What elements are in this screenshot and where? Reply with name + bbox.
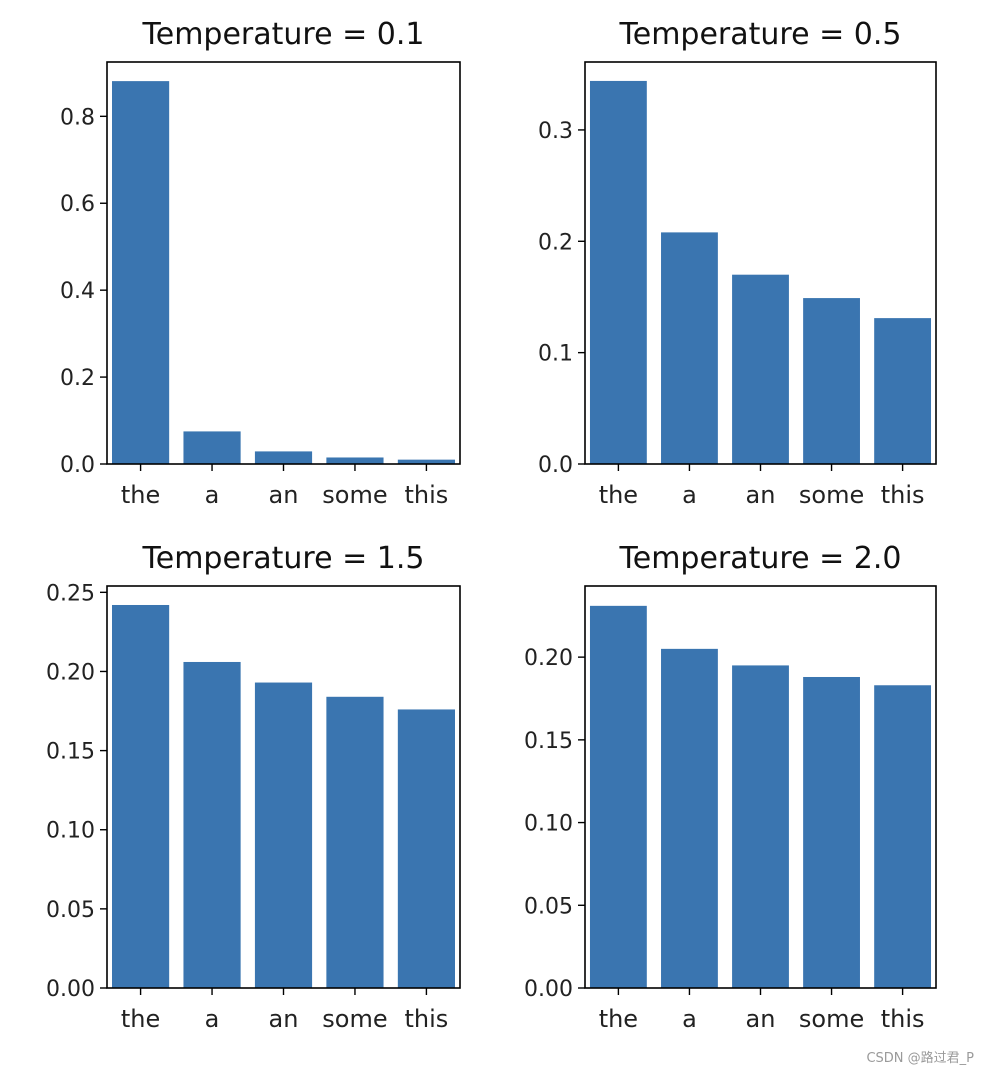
y-tick-label: 0.10 [524, 812, 573, 837]
x-tick-label-the: the [121, 1005, 160, 1033]
bar-the [589, 80, 647, 465]
watermark: CSDN @路过君_P [866, 1051, 974, 1066]
x-tick-label-this: this [405, 481, 449, 509]
y-tick-label: 0.00 [46, 977, 95, 1002]
bar-an [732, 274, 789, 464]
y-tick-label: 0.6 [60, 192, 95, 217]
x-tick-label-an: an [746, 481, 776, 509]
bar-some [326, 696, 384, 988]
x-tick-label-a: a [682, 1005, 697, 1033]
bar-the [112, 604, 170, 988]
x-tick-label-the: the [121, 481, 160, 509]
bar-this [874, 318, 932, 464]
bar-an [732, 665, 789, 988]
subplot-3: 0.00 0.05 0.10 0.15 0.20 0.25 the a an some this Te… [46, 541, 461, 1033]
subplot-1: 0.0 0.2 0.4 0.6 0.8 the a an some this Temperature… [60, 17, 461, 509]
y-tick-label: 0.1 [538, 342, 573, 367]
bar-some [803, 298, 860, 464]
y-tick-label: 0.00 [524, 977, 573, 1002]
subplot-4: 0.00 0.05 0.10 0.15 0.20 the a an some this Temper… [524, 541, 937, 1033]
subplot-title: Temperature = 2.0 [619, 541, 902, 576]
y-tick-label: 0.05 [524, 894, 573, 919]
bar-an [254, 451, 313, 464]
y-tick-label: 0.10 [46, 819, 95, 844]
x-tick-label-some: some [322, 1005, 387, 1033]
y-tick-label: 0.05 [46, 898, 95, 923]
y-tick-label: 0.2 [538, 230, 573, 255]
x-tick-label-the: the [599, 481, 638, 509]
x-tick-label-a: a [205, 1005, 220, 1033]
x-tick-label-an: an [746, 1005, 776, 1033]
bar-the [112, 81, 170, 465]
y-tick-label: 0.8 [60, 105, 95, 130]
bar-an [254, 682, 313, 988]
bar-this [874, 685, 932, 988]
bar-this [397, 709, 455, 988]
x-tick-label-a: a [682, 481, 697, 509]
bar-a [183, 431, 241, 464]
y-tick-label: 0.2 [60, 366, 95, 391]
x-tick-label-an: an [269, 481, 299, 509]
y-tick-label: 0.20 [46, 660, 95, 685]
y-tick-label: 0.15 [524, 729, 573, 754]
x-tick-label-this: this [881, 481, 925, 509]
bar-this [397, 459, 455, 464]
bar-a [661, 232, 718, 464]
y-tick-label: 0.0 [60, 453, 95, 478]
subplot-title: Temperature = 0.5 [619, 17, 902, 52]
y-tick-label: 0.25 [46, 581, 95, 606]
x-tick-label-this: this [405, 1005, 449, 1033]
bar-the [589, 605, 647, 988]
bar-some [326, 457, 384, 464]
y-tick-label: 0.20 [524, 646, 573, 671]
x-tick-label-some: some [322, 481, 387, 509]
y-tick-label: 0.3 [538, 119, 573, 144]
x-tick-label-the: the [599, 1005, 638, 1033]
y-tick-label: 0.15 [46, 740, 95, 765]
bar-some [803, 676, 860, 988]
y-tick-label: 0.4 [60, 279, 95, 304]
subplot-2: 0.0 0.1 0.2 0.3 the a an some this Temperature = … [538, 17, 937, 509]
subplot-title: Temperature = 1.5 [142, 541, 425, 576]
y-tick-label: 0.0 [538, 453, 573, 478]
bar-a [661, 648, 718, 988]
bar-a [183, 661, 241, 988]
x-tick-label-this: this [881, 1005, 925, 1033]
subplot-title: Temperature = 0.1 [142, 17, 425, 52]
x-tick-label-some: some [799, 1005, 864, 1033]
x-tick-label-an: an [269, 1005, 299, 1033]
x-tick-label-a: a [205, 481, 220, 509]
x-tick-label-some: some [799, 481, 864, 509]
